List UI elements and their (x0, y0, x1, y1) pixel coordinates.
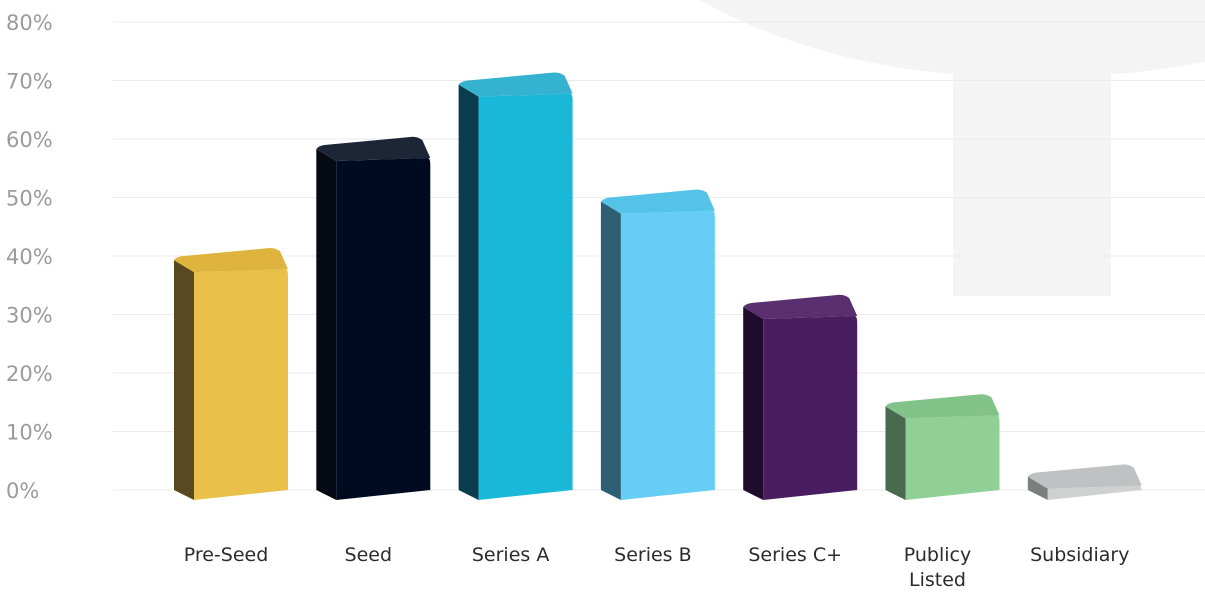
bar (885, 394, 1000, 500)
bar-top (885, 394, 1000, 419)
bar-side (174, 260, 194, 500)
bar-side (1027, 476, 1048, 500)
background-shape (700, 0, 1205, 296)
bar-front (336, 158, 431, 500)
bar (600, 189, 715, 500)
bar-top (1027, 464, 1142, 489)
y-tick-label: 50% (6, 187, 53, 211)
bar (1027, 464, 1142, 500)
y-tick-label: 30% (6, 304, 53, 328)
bar-side (600, 201, 621, 500)
x-tick-label: Seed (345, 544, 393, 566)
bar-top (458, 72, 573, 97)
bar (174, 247, 288, 500)
bar-front (905, 415, 1000, 500)
bar-top (316, 136, 431, 161)
bar-front (763, 315, 858, 500)
x-tick-label: Series A (472, 544, 549, 566)
bar-side (743, 306, 764, 500)
y-tick-label: 80% (6, 11, 53, 35)
y-tick-label: 20% (6, 362, 53, 386)
bar-side (458, 84, 479, 501)
bar-side (316, 149, 337, 500)
bar (743, 294, 858, 500)
x-tick-label: Series C+ (748, 544, 842, 566)
y-tick-label: 60% (6, 128, 53, 152)
x-tick-label: Series B (614, 544, 692, 566)
bar-side (885, 406, 906, 500)
bar-front (620, 210, 715, 500)
x-tick-label: Publicy (904, 544, 971, 566)
x-axis: Pre-Seed Seed Series A Series B Series C+ Pub… (184, 544, 1130, 591)
y-tick-label: 10% (6, 421, 53, 445)
bar-front (194, 269, 288, 500)
bar-front (1047, 485, 1142, 500)
x-tick-label: Subsidiary (1030, 544, 1129, 566)
y-tick-label: 0% (6, 479, 39, 503)
y-axis: 0% 10% 20% 30% 40% 50% 60% 70% 80% (6, 11, 53, 503)
bar-top (600, 189, 715, 214)
bar (316, 136, 431, 500)
bar (458, 72, 573, 501)
bar-top (743, 294, 858, 319)
bar-front (478, 93, 573, 501)
bar-top (174, 247, 288, 273)
x-tick-label: Pre-Seed (184, 544, 269, 566)
y-tick-label: 70% (6, 70, 53, 94)
bars (174, 72, 1142, 501)
y-tick-label: 40% (6, 245, 53, 269)
x-tick-label: Listed (909, 569, 966, 591)
